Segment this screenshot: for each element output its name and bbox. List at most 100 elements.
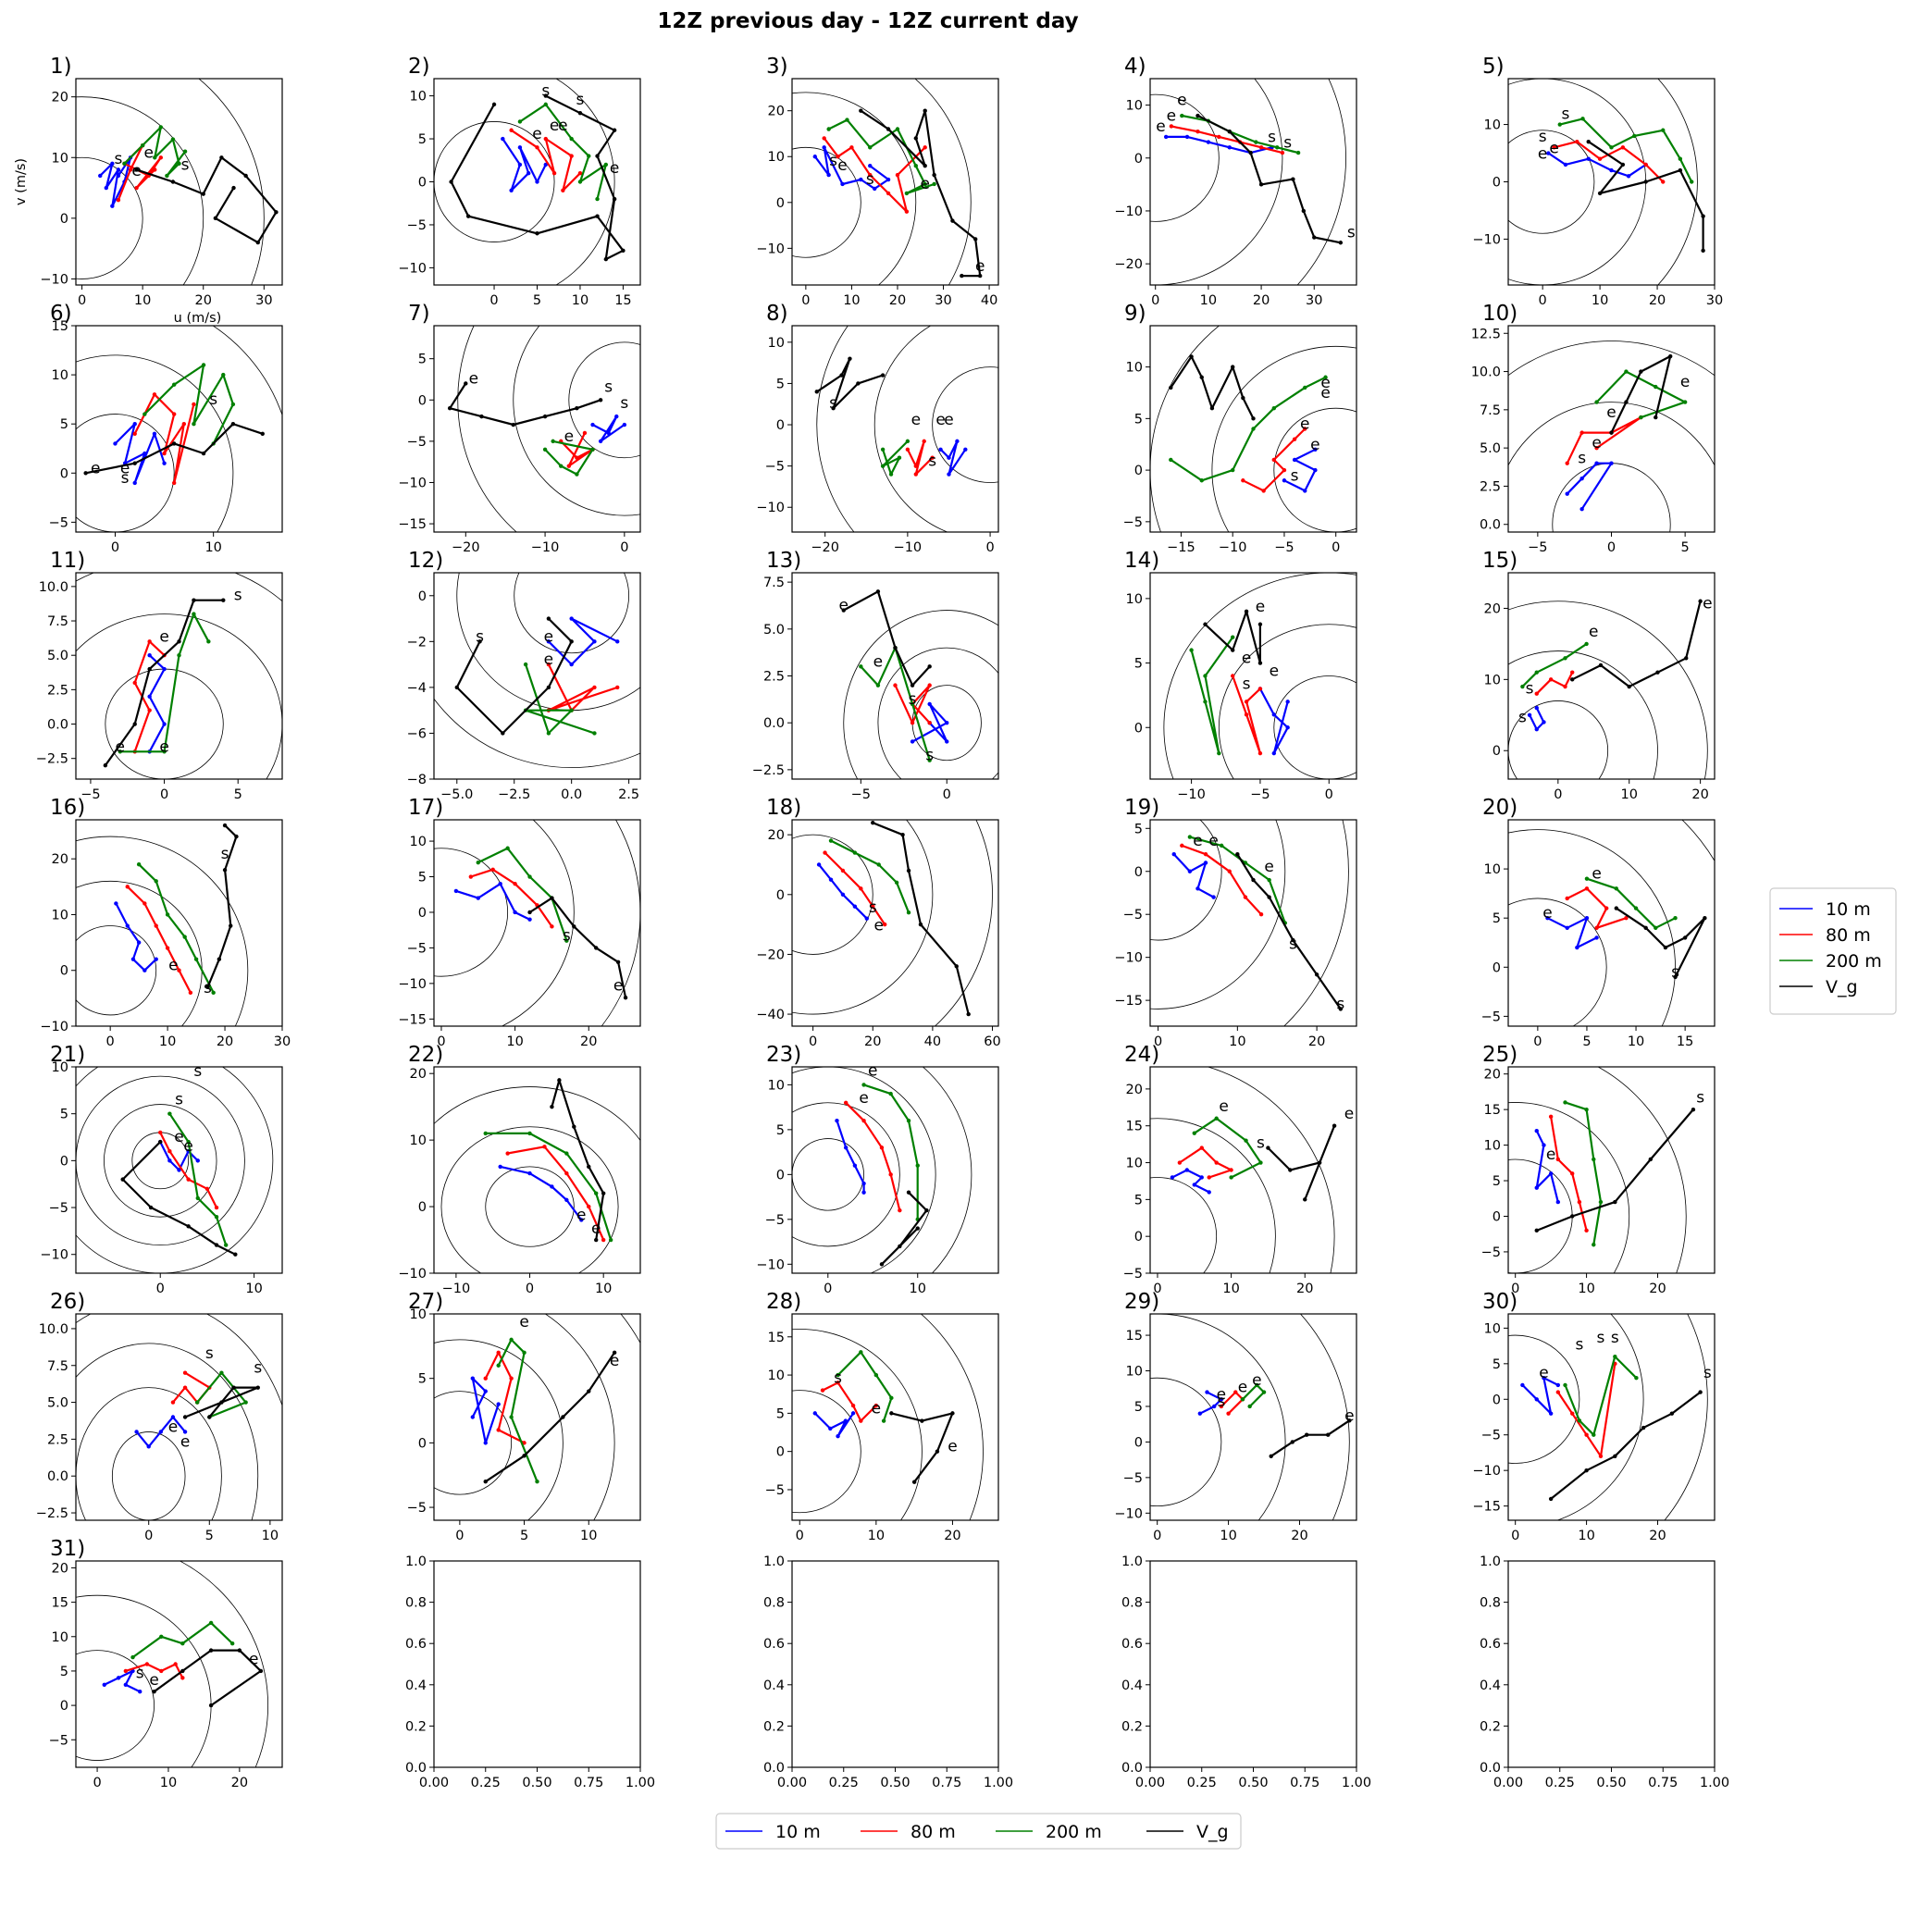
- data-point: [132, 480, 137, 486]
- data-point: [876, 862, 881, 867]
- y-tick-label: 5.0: [763, 623, 785, 638]
- data-point: [861, 1190, 866, 1195]
- data-point: [1211, 895, 1216, 899]
- data-point: [204, 1186, 210, 1191]
- y-tick-label: −5: [1481, 1009, 1501, 1024]
- data-point: [1282, 478, 1287, 483]
- data-point: [509, 1337, 514, 1343]
- speed-circle: [792, 1329, 923, 1520]
- x-tick-label: 5: [533, 293, 541, 308]
- data-point: [840, 892, 846, 897]
- data-point: [1219, 1397, 1224, 1402]
- data-point: [1570, 670, 1575, 675]
- data-point: [201, 363, 206, 367]
- y-tick-label: 0: [1493, 744, 1501, 759]
- y-tick-label: 0: [418, 1200, 427, 1215]
- y-tick-label: 10: [1484, 118, 1501, 133]
- data-point: [966, 1011, 971, 1017]
- end-marker: e: [944, 411, 953, 429]
- axes-frame: [75, 572, 283, 780]
- data-point: [173, 1662, 178, 1666]
- data-point: [1570, 1171, 1575, 1176]
- end-marker: e: [1252, 1371, 1261, 1390]
- speed-circle: [792, 1067, 936, 1273]
- x-tick-label: 0: [144, 1529, 153, 1543]
- subplot-label: 31): [50, 1537, 85, 1561]
- data-point: [1594, 935, 1599, 940]
- y-tick-label: 10: [52, 1060, 68, 1075]
- data-point: [930, 455, 935, 460]
- subplot-label: 16): [50, 796, 85, 820]
- data-point: [911, 1480, 917, 1484]
- speed-circle: [1163, 573, 1356, 779]
- data-point: [1170, 1175, 1175, 1180]
- data-point: [859, 664, 863, 669]
- x-tick-label: −2.5: [498, 787, 530, 802]
- series-v-g: [105, 599, 224, 766]
- data-point: [1303, 385, 1307, 390]
- data-point: [1586, 139, 1591, 144]
- data-point: [158, 125, 164, 130]
- y-tick-label: 7.5: [763, 576, 785, 590]
- data-point: [1598, 1199, 1604, 1205]
- data-point: [453, 888, 459, 894]
- y-tick-label: 5: [418, 353, 427, 367]
- data-point: [219, 155, 224, 160]
- x-tick-label: 0: [620, 540, 628, 555]
- start-marker: s: [221, 845, 229, 863]
- y-tick-label: −5: [765, 1483, 785, 1498]
- end-marker: e: [249, 1651, 258, 1669]
- data-point: [1609, 430, 1614, 435]
- data-point: [1661, 128, 1666, 132]
- subplot-label: 21): [50, 1043, 85, 1067]
- x-tick-label: −15: [1167, 540, 1195, 555]
- data-point: [603, 256, 609, 262]
- start-marker: s: [1562, 105, 1570, 123]
- x-tick-label: 0.00: [777, 1776, 807, 1790]
- data-point: [1258, 145, 1264, 150]
- subplot-label: 12): [408, 549, 443, 573]
- data-point: [915, 1226, 920, 1231]
- data-point: [875, 589, 881, 594]
- speed-circle: [76, 836, 249, 1026]
- data-point: [177, 161, 181, 167]
- start-marker: s: [1283, 133, 1292, 152]
- x-tick-label: 20: [1296, 1282, 1313, 1296]
- data-point: [1597, 156, 1603, 161]
- series-80-m: [1242, 427, 1307, 492]
- series-10-m: [591, 415, 626, 442]
- y-tick-label: 20: [768, 105, 785, 119]
- x-tick-label: 20: [1649, 1282, 1666, 1296]
- y-tick-label: 10: [52, 368, 68, 383]
- data-point: [171, 480, 177, 486]
- y-tick-label: −5: [407, 218, 427, 233]
- axes-frame: [433, 325, 641, 533]
- data-point: [879, 1262, 885, 1267]
- speed-circle: [1218, 624, 1356, 779]
- y-tick-label: 0: [60, 1154, 68, 1169]
- data-point: [171, 382, 177, 387]
- data-point: [840, 181, 845, 187]
- x-tick-label: 0.50: [1238, 1776, 1268, 1790]
- data-point: [889, 1395, 894, 1401]
- y-tick-label: −5: [49, 1201, 68, 1216]
- plot-area: s ee: [434, 573, 640, 768]
- speed-circle: [1283, 820, 1349, 1026]
- data-point: [612, 1350, 617, 1356]
- data-point: [1248, 150, 1253, 155]
- y-tick-label: 15: [1126, 1120, 1143, 1134]
- start-marker: s: [1268, 129, 1276, 147]
- data-point: [546, 616, 551, 621]
- series-10-m: [813, 146, 890, 190]
- data-point: [208, 1620, 214, 1626]
- data-point: [1592, 1243, 1596, 1247]
- data-point: [840, 868, 846, 873]
- data-point: [513, 882, 517, 886]
- data-point: [873, 1403, 879, 1408]
- y-tick-label: −15: [398, 517, 427, 532]
- series-v-g: [450, 94, 625, 261]
- data-point: [836, 1372, 840, 1378]
- x-tick-label: 0: [437, 1034, 445, 1049]
- x-tick-label: 0: [1332, 540, 1340, 555]
